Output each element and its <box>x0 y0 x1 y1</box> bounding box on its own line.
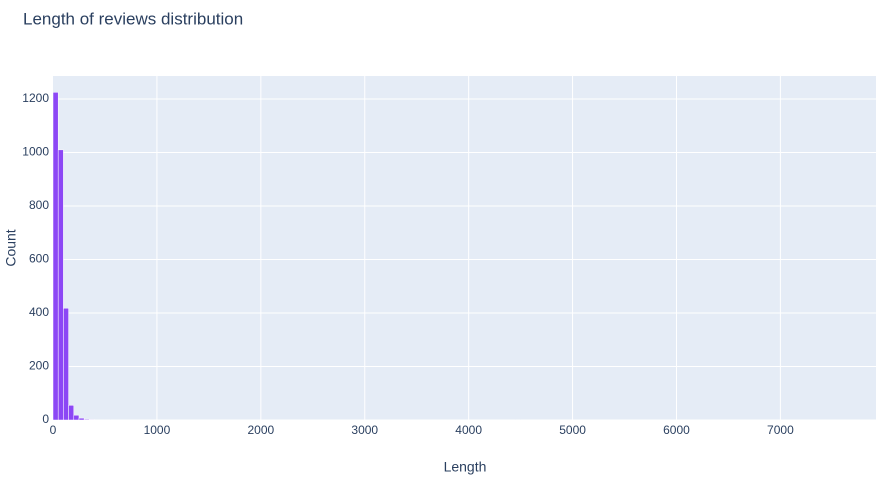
x-tick-label: 4000 <box>455 423 482 437</box>
bar <box>89 419 94 420</box>
bar <box>84 419 89 420</box>
chart-title: Length of reviews distribution <box>23 9 243 28</box>
x-tick-label: 3000 <box>351 423 378 437</box>
y-tick-label: 800 <box>29 198 49 212</box>
plot-background <box>53 76 876 420</box>
bar <box>58 150 63 420</box>
y-tick-label: 200 <box>29 359 49 373</box>
x-axis-title: Length <box>444 459 487 475</box>
y-tick-label: 1200 <box>22 91 49 105</box>
y-tick-label: 600 <box>29 252 49 266</box>
x-tick-label: 7000 <box>767 423 794 437</box>
y-tick-label: 0 <box>42 412 49 426</box>
x-tick-label: 2000 <box>247 423 274 437</box>
y-axis-title: Count <box>3 229 19 266</box>
bar <box>79 418 84 420</box>
y-tick-label: 400 <box>29 305 49 319</box>
y-tick-label: 1000 <box>22 145 49 159</box>
x-tick-label: 5000 <box>559 423 586 437</box>
bar <box>53 92 58 420</box>
x-tick-label: 6000 <box>663 423 690 437</box>
bar <box>63 308 68 420</box>
bar <box>74 415 79 420</box>
x-tick-label: 1000 <box>144 423 171 437</box>
bar <box>69 405 74 420</box>
x-tick-label: 0 <box>50 423 57 437</box>
